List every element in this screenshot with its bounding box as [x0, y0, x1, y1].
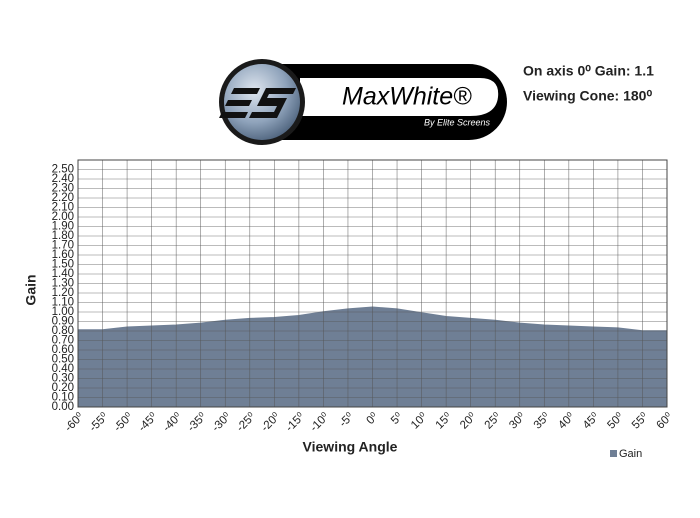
logo-mark — [219, 88, 296, 118]
x-tick-label: -50⁰ — [112, 411, 136, 435]
x-tick-label: 15⁰ — [434, 411, 455, 432]
x-tick-label: -35⁰ — [185, 411, 209, 435]
legend-swatch — [610, 450, 617, 457]
y-tick-label: 0.60 — [52, 344, 74, 356]
y-tick-label: 1.20 — [52, 287, 74, 299]
y-tick-label: 0.00 — [52, 401, 74, 413]
y-axis-label: Gain — [23, 274, 39, 305]
y-tick-label: 1.80 — [52, 230, 74, 242]
logo-swoosh — [300, 78, 499, 116]
y-tick-label: 0.20 — [52, 382, 74, 394]
y-tick-label: 1.70 — [52, 240, 74, 252]
x-tick-label: 35⁰ — [532, 411, 553, 432]
y-tick-label: 1.50 — [52, 259, 74, 271]
logo: MaxWhite® By Elite Screens — [219, 59, 507, 145]
x-tick-label: 40⁰ — [556, 411, 577, 432]
y-tick-label: 0.90 — [52, 316, 74, 328]
x-tick-label: 60⁰ — [654, 411, 675, 432]
x-tick-label: -40⁰ — [161, 411, 185, 435]
y-tick-label: 2.40 — [52, 173, 74, 185]
y-tick-label: 0.70 — [52, 335, 74, 347]
y-tick-label: 2.20 — [52, 192, 74, 204]
y-tick-label: 0.40 — [52, 363, 74, 375]
x-axis-label: Viewing Angle — [303, 439, 398, 455]
y-tick-label: 2.00 — [52, 211, 74, 223]
y-tick-label: 1.90 — [52, 221, 74, 233]
x-tick-label: 25⁰ — [483, 411, 504, 432]
x-tick-label: 5⁰ — [389, 411, 406, 428]
x-tick-label: -15⁰ — [284, 411, 308, 435]
y-tick-label: 1.40 — [52, 268, 74, 280]
x-tick-label: -60⁰ — [63, 411, 87, 435]
y-tick-label: 0.80 — [52, 325, 74, 337]
x-tick-label: -10⁰ — [308, 411, 332, 435]
y-tick-label: 0.30 — [52, 373, 74, 385]
logo-name: MaxWhite® — [342, 83, 472, 111]
x-tick-label: -25⁰ — [235, 411, 259, 435]
legend-label: Gain — [619, 448, 642, 460]
annotation: Viewing Cone: 180⁰ — [523, 88, 652, 104]
x-tick-label: -45⁰ — [136, 411, 160, 435]
y-tick-label: 1.10 — [52, 297, 74, 309]
x-tick-label: -55⁰ — [87, 411, 111, 435]
x-tick-label: 10⁰ — [409, 411, 430, 432]
y-tick-label: 2.50 — [52, 164, 74, 176]
y-tick-label: 2.30 — [52, 183, 74, 195]
x-tick-label: -5⁰ — [337, 411, 356, 430]
y-tick-label: 1.60 — [52, 249, 74, 261]
x-tick-label: 30⁰ — [507, 411, 528, 432]
y-tick-label: 0.50 — [52, 354, 74, 366]
x-tick-label: 0⁰ — [364, 411, 381, 428]
x-tick-label: 20⁰ — [458, 411, 479, 432]
x-tick-label: 55⁰ — [630, 411, 651, 432]
logo-tagline: By Elite Screens — [424, 117, 491, 127]
plot-frame — [77, 159, 668, 408]
annotation: On axis 0⁰ Gain: 1.1 — [523, 63, 654, 79]
x-tick-label: -20⁰ — [259, 411, 283, 435]
y-tick-label: 2.10 — [52, 202, 74, 214]
y-tick-label: 1.00 — [52, 306, 74, 318]
x-tick-label: 50⁰ — [605, 411, 626, 432]
x-tick-label: -30⁰ — [210, 411, 234, 435]
x-tick-label: 45⁰ — [581, 411, 602, 432]
y-tick-label: 0.10 — [52, 392, 74, 404]
y-tick-label: 1.30 — [52, 278, 74, 290]
